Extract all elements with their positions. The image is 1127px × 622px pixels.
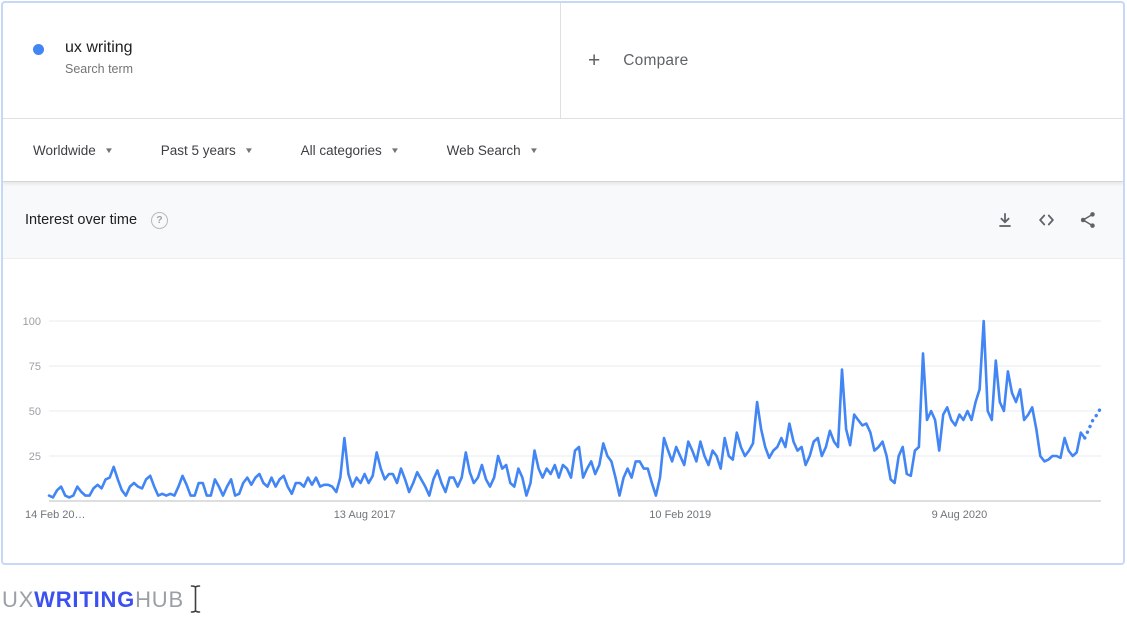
- search-term-title: ux writing: [65, 39, 133, 56]
- chevron-down-icon: ▼: [243, 145, 254, 155]
- svg-text:9 Aug 2020: 9 Aug 2020: [932, 509, 988, 521]
- share-icon[interactable]: [1079, 211, 1097, 229]
- svg-text:100: 100: [23, 316, 41, 328]
- filter-region[interactable]: Worldwide ▼: [33, 142, 114, 158]
- filter-region-label: Worldwide: [33, 142, 96, 158]
- chevron-down-icon: ▼: [528, 145, 539, 155]
- chart-canvas[interactable]: 100 75 50 25 14 Feb 20… 13 Aug 2017 10 Feb 201…: [3, 259, 1123, 561]
- chart-actions: [996, 211, 1097, 229]
- filter-category[interactable]: All categories ▼: [300, 142, 400, 158]
- compare-add-area[interactable]: + Compare: [561, 3, 1123, 118]
- interest-over-time-panel: Interest over time ? 100 7: [3, 182, 1123, 563]
- embed-icon[interactable]: [1037, 211, 1056, 229]
- series-color-dot: [33, 44, 44, 55]
- svg-text:14 Feb 20…: 14 Feb 20…: [25, 509, 86, 521]
- svg-text:25: 25: [29, 451, 41, 463]
- search-term-text: ux writing Search term: [65, 37, 133, 76]
- search-terms-row: ux writing Search term + Compare: [3, 3, 1123, 119]
- svg-text:10 Feb 2019: 10 Feb 2019: [649, 509, 711, 521]
- logo-part-hub: HUB: [135, 587, 184, 612]
- chart-title: Interest over time: [25, 212, 138, 228]
- filter-time-range-label: Past 5 years: [160, 142, 236, 158]
- uxwritinghub-logo: UX WRITING HUB: [2, 585, 202, 614]
- search-term-card[interactable]: ux writing Search term: [3, 3, 561, 118]
- download-icon[interactable]: [996, 211, 1014, 229]
- chart-header: Interest over time ?: [3, 182, 1123, 259]
- logo-part-ux: UX: [2, 587, 35, 612]
- filter-search-type-label: Web Search: [446, 142, 521, 158]
- chevron-down-icon: ▼: [103, 145, 114, 155]
- filter-search-type[interactable]: Web Search ▼: [446, 142, 539, 158]
- compare-label: Compare: [623, 51, 689, 69]
- filter-bar: Worldwide ▼ Past 5 years ▼ All categorie…: [3, 119, 1123, 182]
- text-cursor-icon: [190, 585, 201, 613]
- svg-text:75: 75: [29, 361, 41, 373]
- help-icon[interactable]: ?: [151, 211, 169, 229]
- svg-text:50: 50: [29, 406, 41, 418]
- logo-part-writing: WRITING: [34, 587, 136, 612]
- svg-text:13 Aug 2017: 13 Aug 2017: [334, 509, 396, 521]
- trends-widget: ux writing Search term + Compare Worldwi…: [1, 1, 1125, 565]
- search-term-subtitle: Search term: [65, 62, 134, 76]
- filter-time-range[interactable]: Past 5 years ▼: [160, 142, 254, 158]
- filter-category-label: All categories: [300, 142, 382, 158]
- interest-line-chart: 100 75 50 25 14 Feb 20… 13 Aug 2017 10 Feb 201…: [23, 316, 1103, 521]
- plus-icon: +: [588, 48, 601, 72]
- chevron-down-icon: ▼: [389, 145, 400, 155]
